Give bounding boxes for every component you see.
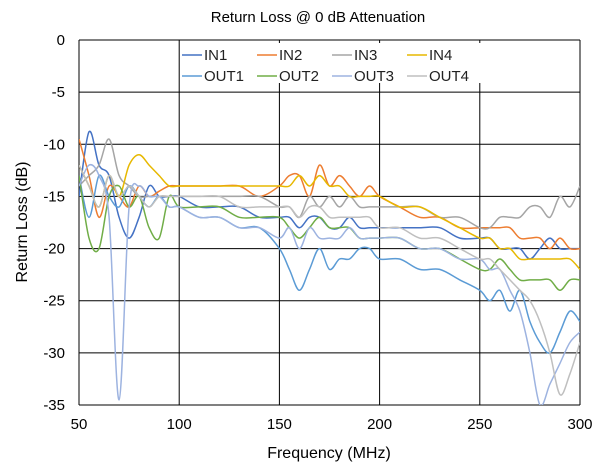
- legend-item-in1: IN1: [182, 47, 227, 64]
- series-line-out2: [79, 175, 580, 292]
- x-tick-label: 200: [367, 416, 392, 433]
- series-line-in2: [79, 138, 580, 251]
- y-tick-label: -35: [43, 397, 65, 414]
- legend-item-out4: OUT4: [407, 68, 469, 85]
- y-tick-label: -10: [43, 136, 65, 153]
- series-lines: [79, 130, 580, 405]
- legend-label: OUT2: [279, 68, 319, 85]
- x-tick-label: 50: [71, 416, 88, 433]
- chart-title: Return Loss @ 0 dB Attenuation: [211, 9, 426, 26]
- y-axis-title: Return Loss (dB): [14, 162, 31, 283]
- legend-item-in4: IN4: [407, 47, 452, 64]
- legend-label: OUT3: [354, 68, 394, 85]
- legend-item-out3: OUT3: [332, 68, 394, 85]
- y-tick-label: -25: [43, 293, 65, 310]
- legend-label: IN1: [204, 47, 227, 64]
- legend-label: IN4: [429, 47, 452, 64]
- series-line-in4: [79, 153, 580, 270]
- series-line-out4: [79, 164, 580, 396]
- grid-lines: [78, 39, 581, 406]
- x-axis-title: Frequency (MHz): [267, 445, 391, 462]
- x-tick-label: 100: [167, 416, 192, 433]
- x-tick-label: 150: [267, 416, 292, 433]
- legend-label: IN2: [279, 47, 302, 64]
- legend: IN1 IN2 IN3 IN4 OUT1 OUT2 OUT3 OUT4: [180, 43, 500, 85]
- legend-label: OUT1: [204, 68, 244, 85]
- legend-label: OUT4: [429, 68, 469, 85]
- legend-item-in2: IN2: [257, 47, 302, 64]
- series-line-in3: [79, 138, 580, 230]
- legend-item-out2: OUT2: [257, 68, 319, 85]
- legend-label: IN3: [354, 47, 377, 64]
- legend-item-out1: OUT1: [182, 68, 244, 85]
- x-tick-label: 300: [567, 416, 592, 433]
- x-tick-label: 250: [467, 416, 492, 433]
- y-tick-label: -20: [43, 241, 65, 258]
- y-tick-label: 0: [57, 32, 65, 49]
- y-tick-label: -5: [52, 84, 65, 101]
- tick-labels: 50 100 150 200 250 300 0 -5 -10 -15 -20 -25 -30 -35: [43, 32, 592, 433]
- y-tick-label: -30: [43, 345, 65, 362]
- series-line-out3: [79, 163, 580, 405]
- legend-item-in3: IN3: [332, 47, 377, 64]
- series-group: [79, 130, 580, 405]
- y-tick-label: -15: [43, 188, 65, 205]
